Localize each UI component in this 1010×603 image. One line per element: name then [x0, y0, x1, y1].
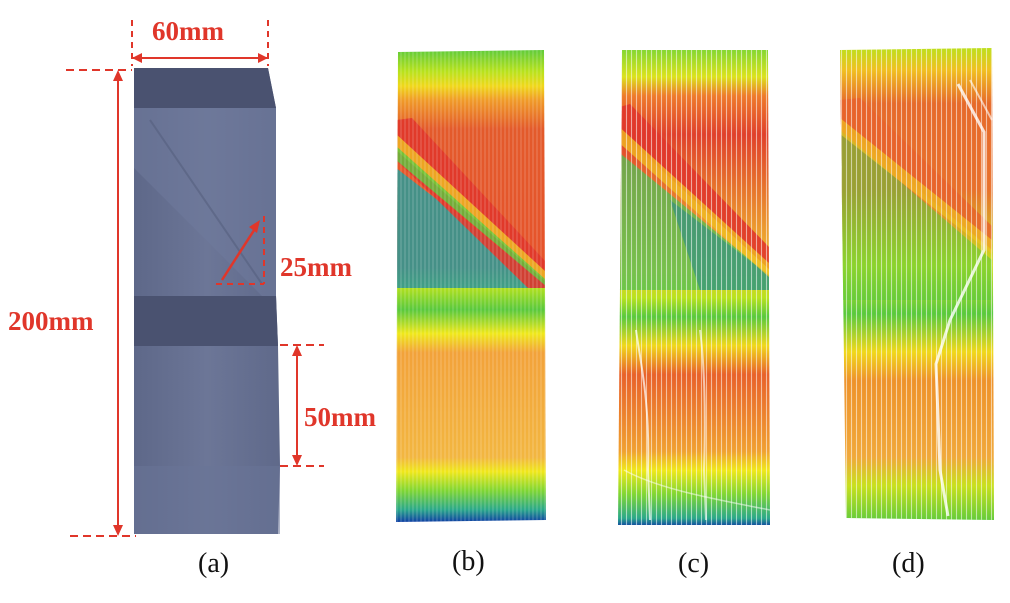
panel-b-label: (b)	[452, 546, 485, 577]
dim-band-label: 50mm	[304, 402, 376, 432]
panel-c-label: (c)	[678, 548, 710, 579]
dim-band-arrowhead-bottom	[292, 455, 302, 466]
dim-width-arrowhead-left	[132, 53, 142, 63]
dimension-lines	[66, 20, 324, 537]
model-top-band	[134, 68, 276, 108]
model-lower-band	[134, 466, 280, 534]
dim-crack-arrowhead	[249, 220, 260, 233]
dim-height-arrowhead-bottom	[113, 525, 123, 536]
panel-d-label: (d)	[892, 548, 925, 579]
panel-d-pointcloud	[840, 48, 994, 520]
model-middle-band	[134, 296, 278, 346]
dim-width-label: 60mm	[152, 16, 224, 46]
panel-a-model	[134, 68, 280, 534]
dim-width-arrowhead-right	[258, 53, 268, 63]
dim-height-label: 200mm	[8, 306, 94, 336]
dim-band-arrowhead-top	[292, 345, 302, 356]
panel-b-pointcloud	[396, 50, 546, 522]
dim-height-arrowhead-top	[113, 70, 123, 81]
model-crack-line	[149, 119, 263, 285]
panel-c-pointcloud	[618, 50, 770, 525]
dim-crack-arrow-line	[220, 223, 260, 281]
dim-crack-label: 25mm	[280, 252, 352, 282]
panel-a-label: (a)	[198, 548, 230, 579]
